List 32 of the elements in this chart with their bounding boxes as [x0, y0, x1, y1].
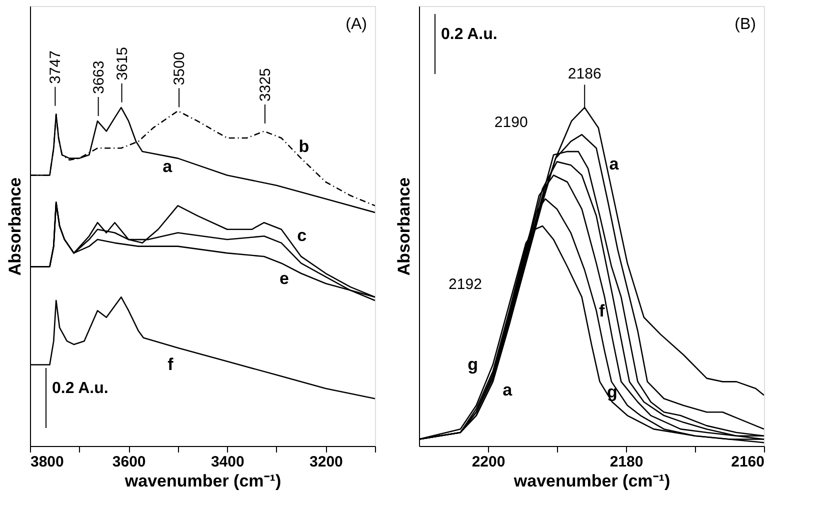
- annotation: 2190: [494, 114, 528, 132]
- annotation: e: [280, 268, 289, 288]
- annotation: f: [599, 301, 606, 320]
- x-tick-label: 3800: [30, 454, 64, 470]
- annotation: b: [298, 136, 310, 156]
- x-axis-title: wavenumber (cm⁻¹): [124, 472, 282, 490]
- annotation: a: [502, 380, 513, 400]
- annotation: 2192: [448, 276, 482, 294]
- x-tick-label: 3200: [310, 454, 343, 470]
- text: (B): [734, 16, 756, 33]
- annotation: f: [168, 355, 174, 374]
- text: 0.2 A.u.: [441, 26, 498, 43]
- text: 3500: [171, 52, 188, 86]
- text: 3747: [47, 50, 64, 84]
- text: (A): [346, 16, 367, 33]
- y-axis-title: Absorbance: [394, 177, 414, 276]
- text: 3663: [90, 60, 108, 94]
- x-tick-label: 2160: [731, 454, 764, 470]
- text: 3325: [256, 68, 274, 102]
- x-tick-label: 3600: [112, 454, 146, 470]
- text: 2186: [568, 66, 602, 83]
- text: 3615: [114, 46, 131, 80]
- annotation: a: [609, 154, 620, 174]
- annotation: a: [162, 157, 173, 176]
- y-axis-title: Absorbance: [6, 177, 24, 276]
- annotation: c: [297, 226, 307, 246]
- x-axis-title: wavenumber (cm⁻¹): [512, 472, 670, 490]
- x-tick-label: 2200: [472, 454, 506, 470]
- annotation: g: [468, 355, 478, 374]
- x-tick-label: 3400: [210, 454, 244, 470]
- x-tick-label: 2180: [610, 454, 644, 470]
- annotation: 0.2 A.u.: [52, 380, 108, 397]
